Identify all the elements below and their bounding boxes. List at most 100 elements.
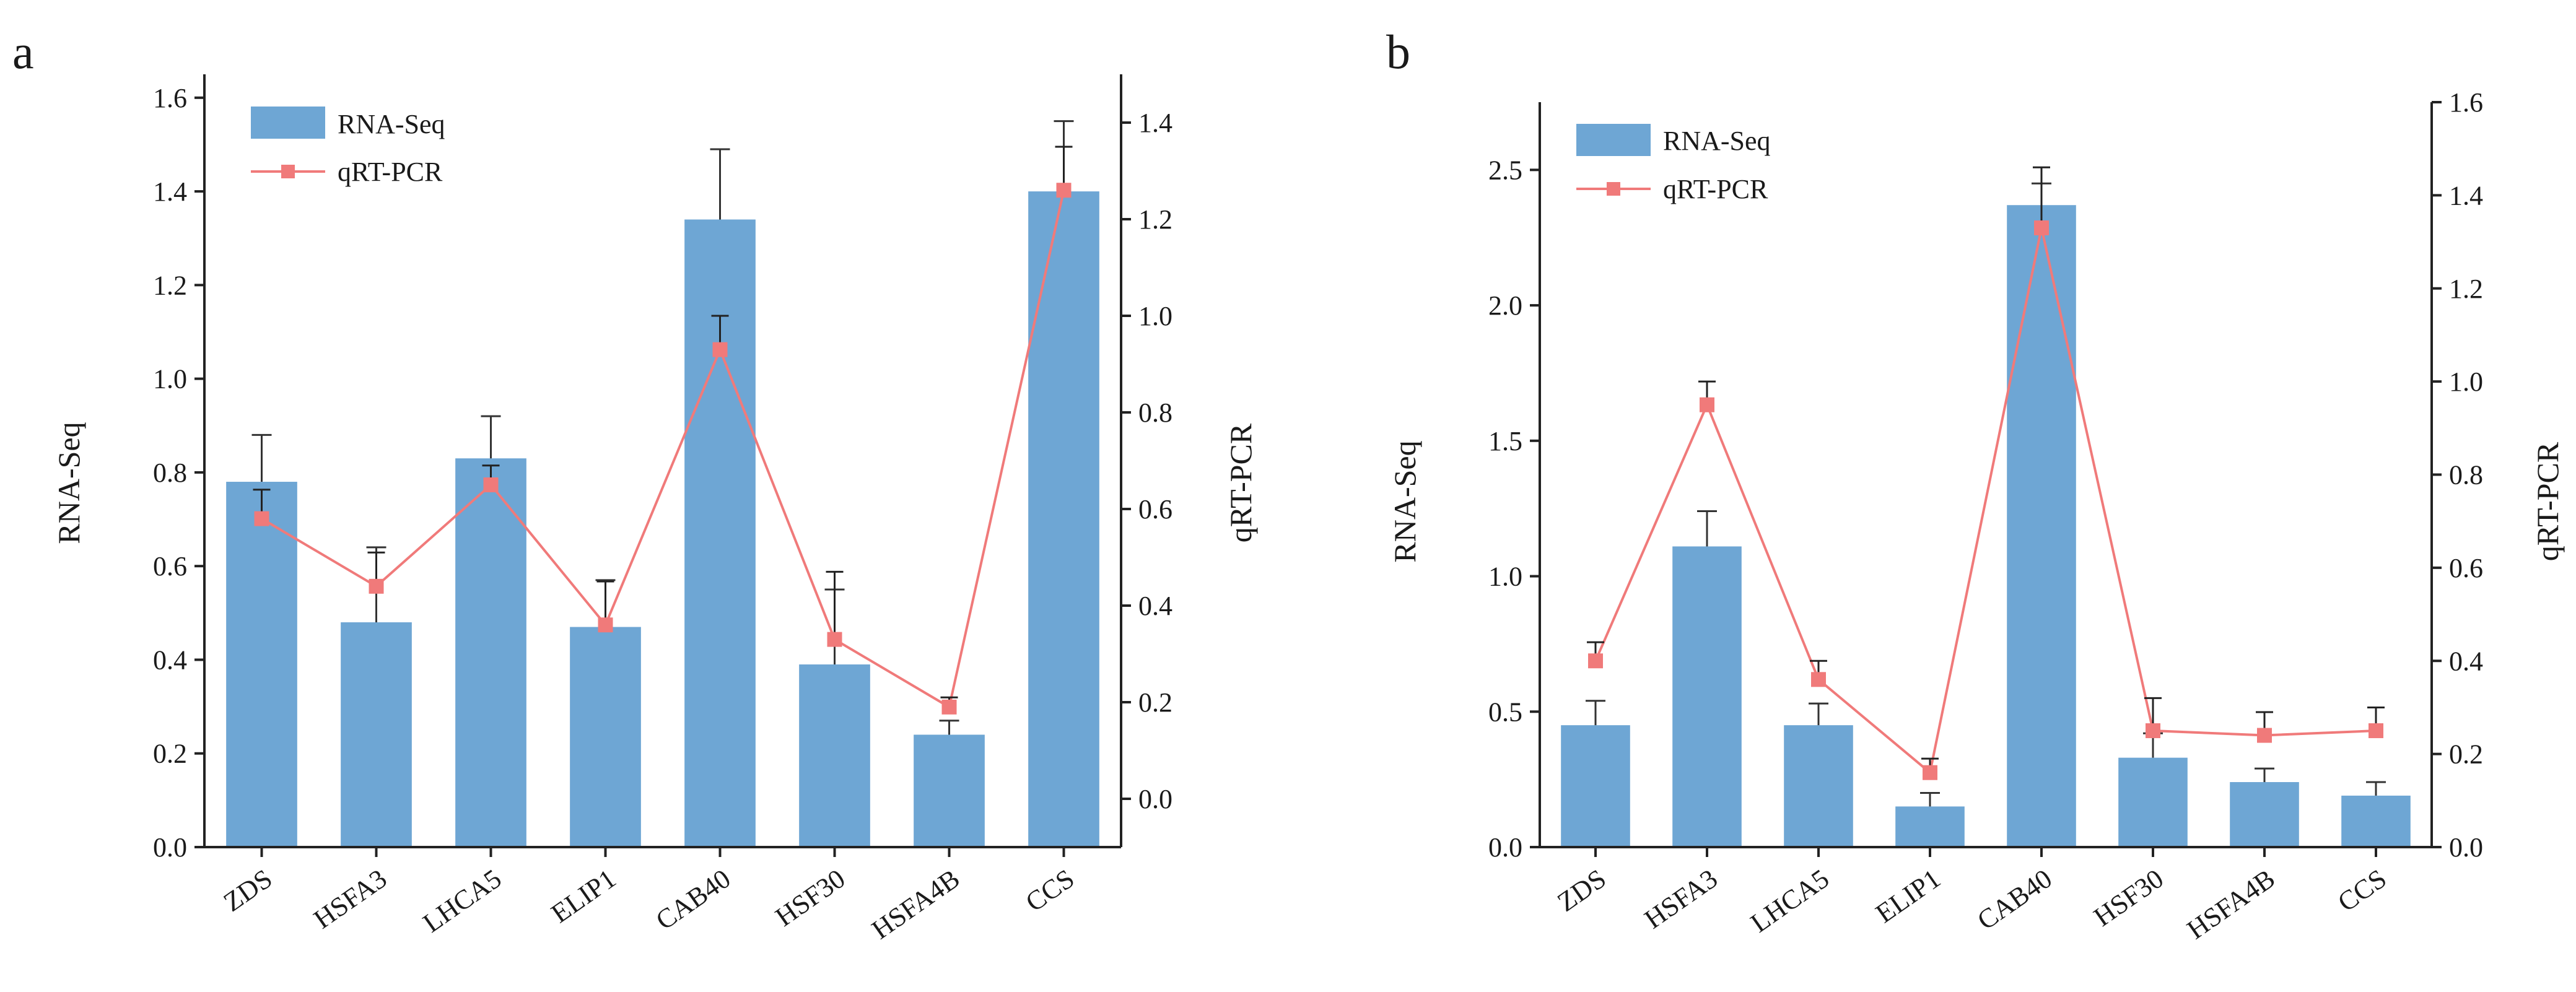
panel-a-right-tick-label: 1.2 (1138, 204, 1172, 235)
panel-b-qrtpcr-point-zds (1588, 653, 1603, 669)
panel-a-left-tick-label: 1.0 (153, 364, 187, 394)
panel-a-chart: a 0.0 0.2 0.4 0.6 0.8 1.0 1.2 1.4 1.6 0.0 0.2 0.4 0.… (12, 25, 1258, 945)
panel-b-right-tick-label: 1.0 (2449, 367, 2483, 397)
panel-b-bar-hsfa4b (2230, 782, 2299, 847)
panel-b-qrtpcr-point-cab40 (2034, 220, 2049, 236)
panel-a-right-tick-label: 0.4 (1138, 591, 1172, 621)
panel-a-legend-line-label: qRT-PCR (338, 157, 443, 187)
panel-b-legend-bar-swatch (1576, 124, 1651, 156)
panel-b-left-axis-title: RNA-Seq (1387, 440, 1422, 562)
panel-b-right-tick-label: 0.8 (2449, 460, 2483, 490)
panel-a-qrtpcr-line (261, 189, 1065, 709)
panel-b-right-tick-label: 0.2 (2449, 739, 2483, 770)
panel-b-qrtpcr-point-elip1 (1923, 765, 1937, 780)
panel-a-left-axis-title: RNA-Seq (51, 422, 86, 544)
panel-a-bar-hsf30 (799, 664, 870, 847)
panel-b-bar-lhca5 (1784, 725, 1853, 847)
panel-a-qrtpcr-point-lhca5 (483, 477, 499, 492)
panel-b-bar-zds (1561, 725, 1630, 847)
panel-a-qrtpcr-point-ccs (1056, 183, 1072, 198)
panel-b-category-label: HSF30 (2088, 863, 2168, 933)
panel-b-bar-cab40 (2007, 205, 2076, 848)
panel-b-right-tick-label: 0.0 (2449, 832, 2483, 863)
panel-a-right-tick-label: 1.4 (1138, 108, 1172, 138)
panel-a-legend-bar-label: RNA-Seq (338, 109, 445, 139)
panel-b-right-tick-label: 1.2 (2449, 274, 2483, 304)
panel-b-label: b (1386, 25, 1410, 79)
panel-b-bar-ccs (2341, 795, 2411, 847)
panel-a-qrtpcr-point-elip1 (598, 617, 613, 633)
panel-a-left-tick-label: 0.8 (153, 458, 187, 488)
panel-b-category-label: ELIP1 (1871, 863, 1946, 929)
panel-a-bar-cab40 (684, 219, 756, 847)
panel-a-qrtpcr-point-hsfa4b (941, 699, 957, 715)
panel-a-left-tick-label: 1.2 (153, 270, 187, 300)
panel-b-left-tick-label: 1.0 (1488, 562, 1522, 592)
panel-b-qrtpcr-line (1594, 227, 2377, 775)
panel-a-bar-zds (226, 482, 297, 847)
panel-b-left-tick-label: 2.0 (1488, 290, 1522, 321)
panel-a-bar-hsfa4b (914, 734, 985, 847)
panel-a-bar-ccs (1028, 191, 1099, 847)
panel-b-bar-hsf30 (2118, 757, 2188, 847)
panel-a-right-axis-title: qRT-PCR (1223, 423, 1258, 542)
panel-b-category-label: LHCA5 (1745, 863, 1834, 938)
panel-a-left-tick-label: 0.2 (153, 739, 187, 769)
panel-b-category-label: ZDS (1552, 863, 1612, 918)
panel-a-category-label: HSFA3 (308, 863, 393, 934)
panel-b-left-tick-label: 2.5 (1488, 155, 1522, 185)
panel-a-category-label: ELIP1 (546, 863, 621, 929)
panel-b-category-label: HSFA4B (2181, 863, 2281, 945)
panel-b-qrtpcr-point-hsf30 (2146, 723, 2160, 739)
panel-a-left-tick-label: 1.4 (153, 176, 187, 207)
panel-b-right-axis-title: qRT-PCR (2530, 442, 2565, 561)
panel-a-category-label: HSFA4B (867, 863, 966, 945)
panel-b-chart: b 0.0 0.5 1.0 1.5 2.0 2.5 0.0 0.2 0.4 0.6 0.8 1.0 1.… (1386, 25, 2565, 945)
panel-a-bar-lhca5 (455, 458, 526, 847)
panel-a-category-label: CAB40 (650, 863, 736, 936)
panel-b-legend-bar-label: RNA-Seq (1663, 126, 1771, 156)
panel-b-category-label: CAB40 (1971, 863, 2057, 936)
panel-a-legend: RNA-Seq qRT-PCR (251, 107, 445, 187)
panel-b-qrtpcr-point-ccs (2369, 723, 2383, 739)
panel-a-left-tick-label: 0.4 (153, 645, 187, 675)
panel-a-left-tick-label: 1.6 (153, 83, 187, 113)
panel-a-legend-bar-swatch (251, 107, 325, 139)
panel-b-qrtpcr-point-lhca5 (1811, 672, 1826, 687)
panel-a-qrtpcr-point-hsfa3 (369, 578, 384, 594)
panel-a-right-tick-label: 1.0 (1138, 301, 1172, 331)
panel-b-qrtpcr-point-hsfa4b (2257, 728, 2272, 743)
panel-a-category-label: LHCA5 (417, 863, 507, 938)
panel-b-qrtpcr-point-hsfa3 (1700, 397, 1714, 412)
panel-a-legend-line-marker (281, 165, 295, 178)
panel-b-right-tick-label: 0.6 (2449, 553, 2483, 583)
panel-b-bar-elip1 (1895, 806, 1965, 847)
panel-b-category-label: HSFA3 (1639, 863, 1723, 934)
panel-a-bar-elip1 (570, 627, 641, 847)
panel-a-label: a (12, 25, 34, 79)
panel-a-qrtpcr-point-hsf30 (827, 632, 842, 647)
panel-b-left-tick-label: 0.0 (1488, 832, 1522, 863)
panel-a-right-tick-label: 0.0 (1138, 784, 1172, 814)
panel-a-category-label: CCS (1020, 863, 1080, 918)
panel-b-category-label: CCS (2333, 863, 2392, 918)
panel-b-bar-hsfa3 (1672, 546, 1742, 847)
panel-a-qrtpcr-point-cab40 (712, 342, 728, 357)
panel-b-left-tick-label: 0.5 (1488, 697, 1522, 727)
panel-a-right-tick-label: 0.2 (1138, 687, 1172, 718)
panel-a-left-tick-label: 0.0 (153, 832, 187, 863)
panel-b-legend-line-label: qRT-PCR (1663, 174, 1768, 204)
panel-a-left-tick-label: 0.6 (153, 551, 187, 581)
panel-a-bar-hsfa3 (341, 622, 412, 847)
panel-a-right-tick-label: 0.6 (1138, 494, 1172, 524)
panel-a-category-label: HSF30 (770, 863, 850, 933)
panel-b-right-tick-label: 1.4 (2449, 180, 2483, 211)
panel-b-legend-line-marker (1607, 182, 1620, 196)
panel-b-right-tick-label: 1.6 (2449, 87, 2483, 118)
panel-b-left-tick-label: 1.5 (1488, 426, 1522, 456)
panel-b-right-tick-label: 0.4 (2449, 646, 2483, 676)
panel-b-legend: RNA-Seq qRT-PCR (1576, 124, 1771, 204)
panel-a-right-tick-label: 0.8 (1138, 398, 1172, 428)
panel-a-qrtpcr-point-zds (254, 511, 269, 526)
